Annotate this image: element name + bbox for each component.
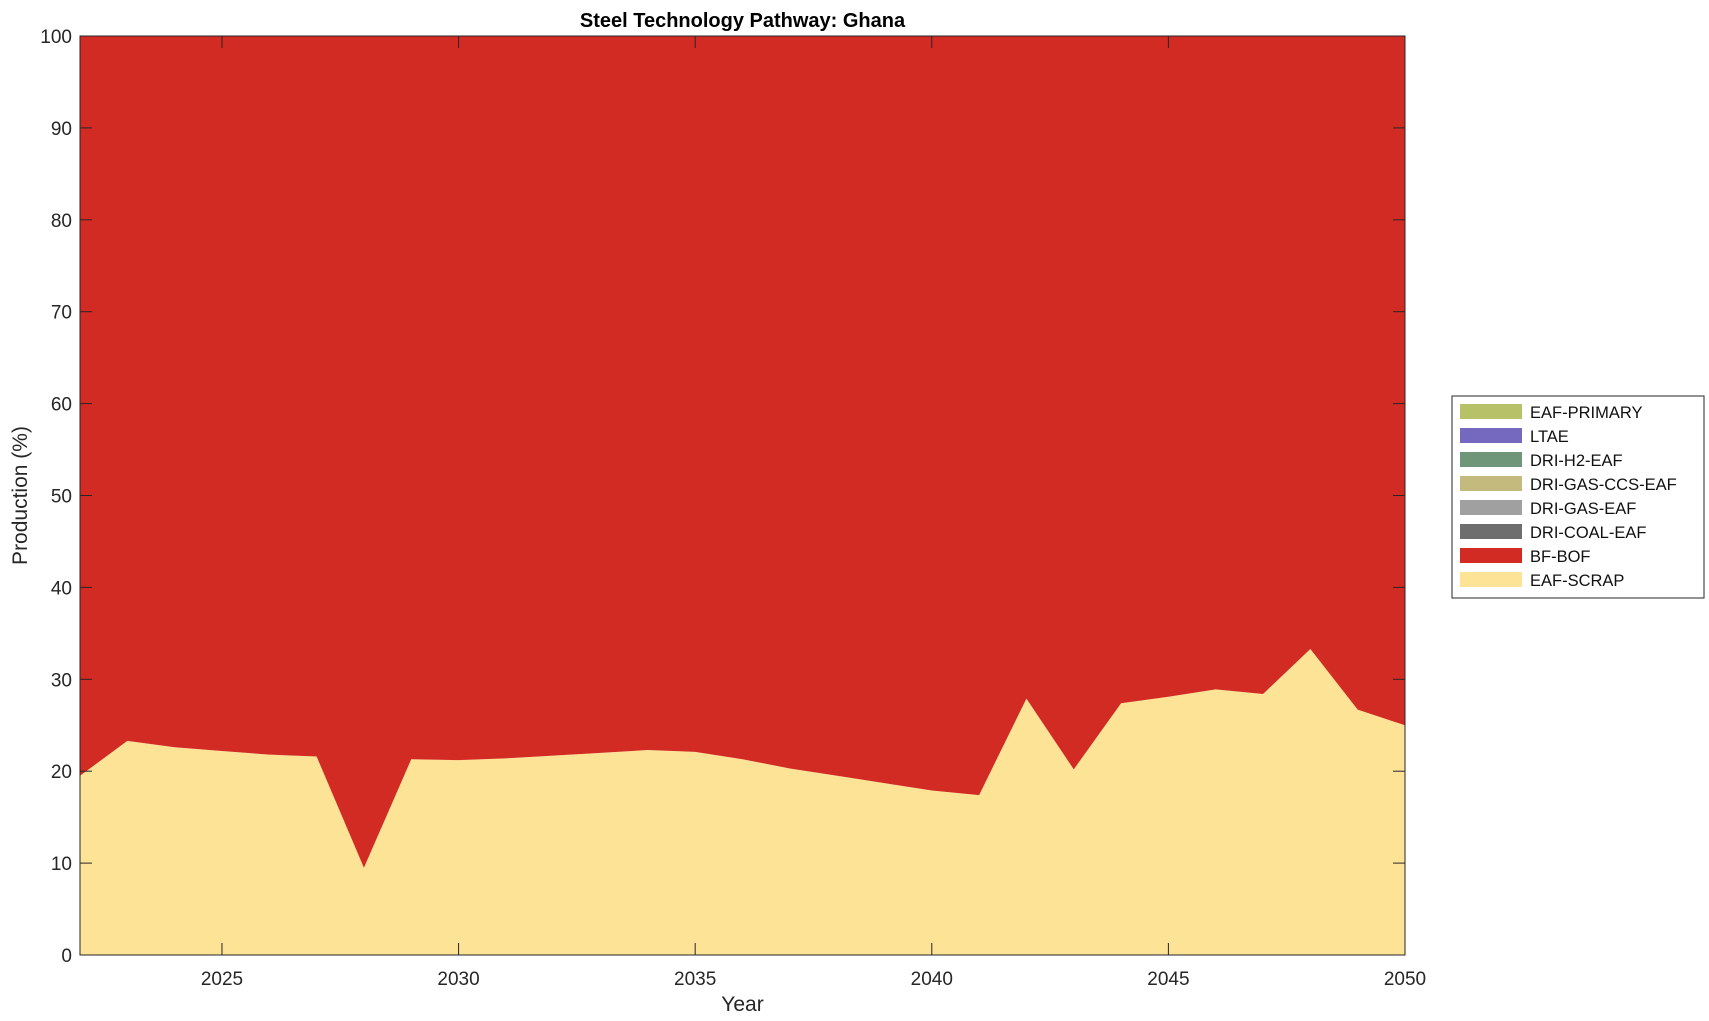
y-tick-label: 70 (51, 303, 72, 324)
chart-title: Steel Technology Pathway: Ghana (580, 10, 906, 32)
stacked-areas (80, 36, 1405, 955)
legend-label-dri-gas-eaf: DRI-GAS-EAF (1530, 500, 1636, 518)
legend-label-dri-h2-eaf: DRI-H2-EAF (1530, 452, 1623, 470)
legend-label-eaf-primary: EAF-PRIMARY (1530, 404, 1642, 422)
y-tick-label: 90 (51, 119, 72, 140)
x-tick-label: 2050 (1384, 969, 1426, 990)
legend-label-dri-gas-ccs-eaf: DRI-GAS-CCS-EAF (1530, 476, 1677, 494)
y-tick-label: 20 (51, 762, 72, 783)
x-tick-label: 2025 (201, 969, 243, 990)
x-tick-label: 2045 (1147, 969, 1189, 990)
y-tick-label: 100 (40, 27, 72, 48)
y-tick-label: 40 (51, 578, 72, 599)
legend-swatch-eaf-scrap (1460, 572, 1522, 587)
legend-swatch-eaf-primary (1460, 404, 1522, 419)
legend-label-bf-bof: BF-BOF (1530, 548, 1591, 566)
y-tick-label: 10 (51, 854, 72, 875)
area-bf-bof (80, 36, 1405, 868)
x-tick-label: 2035 (674, 969, 716, 990)
legend-swatch-dri-gas-ccs-eaf (1460, 476, 1522, 491)
y-tick-label: 80 (51, 211, 72, 232)
x-tick-label: 2030 (437, 969, 479, 990)
legend-box (1451, 395, 1705, 599)
legend-swatch-ltae (1460, 428, 1522, 443)
y-tick-label: 60 (51, 395, 72, 416)
y-tick-label: 30 (51, 670, 72, 691)
y-axis-label: Production (%) (9, 426, 32, 565)
x-tick-label: 2040 (911, 969, 953, 990)
legend-swatch-bf-bof (1460, 548, 1522, 563)
y-tick-label: 50 (51, 487, 72, 508)
axes: 2025 2030 2035 2040 2045 20500102030405060708… (40, 27, 1426, 990)
legend-swatch-dri-coal-eaf (1460, 524, 1522, 539)
legend-label-ltae: LTAE (1530, 428, 1569, 446)
legend-label-eaf-scrap: EAF-SCRAP (1530, 572, 1624, 590)
legend-swatch-dri-gas-eaf (1460, 500, 1522, 515)
legend-swatch-dri-h2-eaf (1460, 452, 1522, 467)
legend-label-dri-coal-eaf: DRI-COAL-EAF (1530, 524, 1646, 542)
x-axis-label: Year (721, 993, 763, 1016)
area-eaf-scrap (80, 648, 1405, 955)
legend: EAF-PRIMARY LTAE DRI-H2-EAF DRI-GAS-CCS-EAF… (1451, 395, 1705, 599)
y-tick-label: 0 (61, 946, 72, 967)
